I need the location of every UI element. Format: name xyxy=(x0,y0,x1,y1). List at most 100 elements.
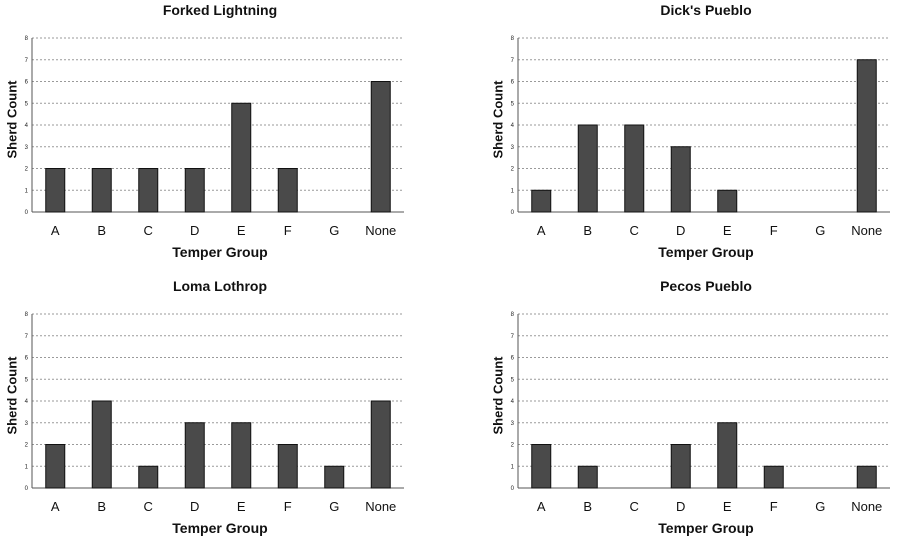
bar-b xyxy=(577,465,598,489)
bar-a xyxy=(45,444,66,489)
bar-none xyxy=(856,59,877,213)
bar-f xyxy=(277,444,298,489)
bar-d xyxy=(184,168,205,213)
bar-chart-loma-lothrop: 0 1 2 3 4 5 6 7 8 A B C D E F G None xyxy=(25,312,404,514)
y-tick-label: 1 xyxy=(511,464,515,470)
y-tick-label: 4 xyxy=(25,399,29,405)
y-tick-label: 8 xyxy=(25,312,29,318)
bar-f xyxy=(763,465,784,489)
y-tick-label: 6 xyxy=(25,356,29,362)
x-tick-label: C xyxy=(144,499,153,514)
bar-a xyxy=(531,189,552,213)
chart-panel-forked-lightning: Forked Lightning Sherd Count Temper Grou… xyxy=(0,0,440,262)
x-tick-label: B xyxy=(97,223,106,238)
x-axis-label: Temper Group xyxy=(658,520,754,536)
x-tick-label: G xyxy=(329,499,339,514)
y-tick-label: 5 xyxy=(511,101,515,107)
bar-e xyxy=(231,422,252,489)
x-axis-label: Temper Group xyxy=(658,244,754,260)
bar-c xyxy=(624,124,645,213)
x-tick-label: G xyxy=(815,499,825,514)
y-tick-label: 1 xyxy=(25,188,29,194)
x-tick-label: E xyxy=(237,223,246,238)
bar-c xyxy=(138,168,159,213)
y-tick-label: 8 xyxy=(511,36,515,42)
x-tick-label: G xyxy=(329,223,339,238)
y-tick-label: 4 xyxy=(511,399,515,405)
bar-e xyxy=(717,422,738,489)
x-tick-label: C xyxy=(630,499,639,514)
y-tick-label: 5 xyxy=(511,377,515,383)
bar-b xyxy=(91,168,112,213)
x-axis-label: Temper Group xyxy=(172,244,268,260)
x-tick-label: C xyxy=(144,223,153,238)
chart-title: Loma Lothrop xyxy=(172,278,268,294)
y-tick-label: 0 xyxy=(511,486,515,492)
x-tick-label: D xyxy=(676,499,685,514)
y-tick-label: 0 xyxy=(25,210,29,216)
x-tick-label: A xyxy=(51,223,60,238)
x-tick-label: D xyxy=(676,223,685,238)
y-tick-label: 7 xyxy=(25,58,29,64)
y-tick-label: 2 xyxy=(25,167,29,173)
y-tick-label: 5 xyxy=(25,101,29,107)
bar-chart-forked-lightning: 0 1 2 3 4 5 6 7 8 A B C D E F G None xyxy=(25,36,404,238)
x-tick-label: F xyxy=(770,499,778,514)
bar-a xyxy=(45,168,66,213)
bar-a xyxy=(531,444,552,489)
y-tick-label: 5 xyxy=(25,377,29,383)
bar-none xyxy=(856,465,877,489)
y-tick-label: 2 xyxy=(511,443,515,449)
bar-d xyxy=(670,444,691,489)
y-tick-label: 1 xyxy=(511,188,515,194)
x-tick-label: C xyxy=(630,223,639,238)
x-tick-label: F xyxy=(284,223,292,238)
y-tick-label: 6 xyxy=(511,356,515,362)
x-tick-label: E xyxy=(237,499,246,514)
y-tick-label: 4 xyxy=(25,123,29,129)
y-tick-label: 7 xyxy=(511,58,515,64)
y-tick-label: 8 xyxy=(25,36,29,42)
bar-none xyxy=(370,400,391,489)
bar-d xyxy=(670,146,691,213)
x-tick-label: G xyxy=(815,223,825,238)
y-tick-label: 6 xyxy=(25,80,29,86)
bar-f xyxy=(277,168,298,213)
x-tick-label: D xyxy=(190,223,199,238)
x-tick-label: D xyxy=(190,499,199,514)
bar-c xyxy=(138,465,159,489)
bar-chart-pecos-pueblo: 0 1 2 3 4 5 6 7 8 A B C D E F G None xyxy=(511,312,890,514)
bar-b xyxy=(577,124,598,213)
y-tick-label: 2 xyxy=(511,167,515,173)
y-tick-label: 3 xyxy=(511,421,515,427)
bar-g xyxy=(324,465,345,489)
bar-e xyxy=(231,102,252,213)
bar-d xyxy=(184,422,205,489)
x-tick-label: None xyxy=(365,223,396,238)
chart-title: Forked Lightning xyxy=(162,2,278,18)
y-tick-label: 1 xyxy=(25,464,29,470)
x-tick-label: B xyxy=(583,223,592,238)
x-tick-label: None xyxy=(365,499,396,514)
y-tick-label: 2 xyxy=(25,443,29,449)
x-tick-label: F xyxy=(770,223,778,238)
x-tick-label: None xyxy=(851,223,882,238)
bar-e xyxy=(717,189,738,213)
y-tick-label: 7 xyxy=(25,334,29,340)
x-tick-label: B xyxy=(583,499,592,514)
y-tick-label: 0 xyxy=(25,486,29,492)
x-tick-label: A xyxy=(537,223,546,238)
x-tick-label: E xyxy=(723,499,732,514)
x-tick-label: A xyxy=(537,499,546,514)
x-axis-label: Temper Group xyxy=(172,520,268,536)
y-tick-label: 7 xyxy=(511,334,515,340)
x-tick-label: E xyxy=(723,223,732,238)
y-tick-label: 8 xyxy=(511,312,515,318)
y-tick-label: 0 xyxy=(511,210,515,216)
bar-chart-dicks-pueblo: 0 1 2 3 4 5 6 7 8 A B C D E F G None xyxy=(511,36,890,238)
y-tick-label: 3 xyxy=(25,145,29,151)
y-tick-label: 6 xyxy=(511,80,515,86)
x-tick-label: B xyxy=(97,499,106,514)
